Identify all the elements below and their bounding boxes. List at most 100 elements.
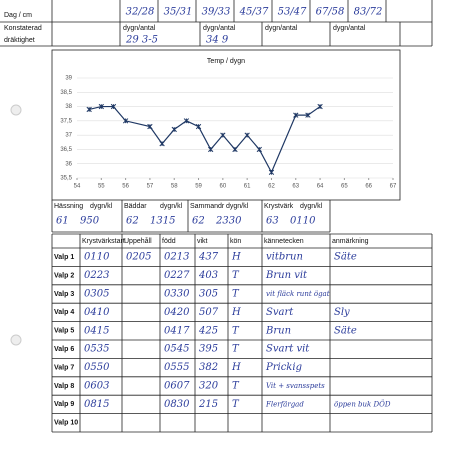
cell-value: T — [232, 399, 240, 410]
cell-value: öppen buk DÖD — [334, 399, 391, 408]
temp-marker — [110, 103, 117, 110]
temp-marker — [171, 126, 177, 133]
cell-value: 0815 — [84, 399, 109, 410]
y-tick-label: 38 — [65, 104, 72, 110]
y-tick-label: 35,5 — [60, 176, 72, 182]
cell-value: 0555 — [164, 362, 189, 373]
temp-marker — [305, 112, 311, 118]
cell-value: Brun vit — [265, 270, 308, 281]
cell-value: 0305 — [84, 289, 109, 300]
y-tick-label: 37,5 — [60, 118, 72, 124]
temp-marker — [159, 141, 165, 147]
event-time: 2330 — [215, 216, 242, 227]
row-label: Valp 6 — [54, 346, 74, 353]
chart-title: Temp / dygn — [207, 58, 245, 65]
column-header: anmärkning — [332, 238, 369, 245]
event-label: Krystvärk — [264, 203, 294, 210]
x-tick-label: 60 — [220, 184, 227, 190]
cell-value: T — [232, 270, 240, 281]
measurement: 67/58 — [316, 7, 345, 18]
row-label: Dag / cm — [4, 12, 32, 19]
x-tick-label: 64 — [317, 184, 324, 190]
measurement: 39/33 — [202, 7, 231, 18]
row-label: Valp 10 — [54, 420, 78, 427]
cell-value: 215 — [198, 399, 218, 410]
cell-value: 0417 — [164, 325, 190, 336]
cell-value: vit fläck runt ögat — [266, 290, 330, 298]
measurement: 53/47 — [278, 7, 307, 18]
cell-value: 0830 — [164, 399, 190, 410]
cell-value: Vit + svansspets — [266, 382, 325, 390]
temp-marker — [268, 169, 275, 175]
cell-value: 382 — [199, 362, 218, 373]
cell-label: dygn/antal — [123, 25, 156, 32]
measurement: 32/28 — [126, 7, 155, 18]
cell-value: 425 — [198, 325, 218, 336]
event-time: 1315 — [150, 216, 175, 227]
row-label: Valp 8 — [54, 383, 74, 390]
x-tick-label: 63 — [292, 184, 299, 190]
temp-marker — [220, 132, 226, 138]
temp-marker — [183, 118, 190, 124]
chart-frame — [51, 49, 401, 201]
cell-value: 0205 — [126, 252, 151, 263]
cell-label: dygn/antal — [265, 25, 298, 32]
cell-value: Sly — [334, 307, 350, 318]
event-unit: dygn/kl — [300, 203, 323, 210]
x-tick-label: 54 — [74, 184, 81, 190]
cell-value: 0110 — [84, 252, 110, 263]
y-tick-label: 39 — [65, 76, 72, 82]
event-day: 62 — [192, 216, 205, 227]
row-label: Konstaterad — [4, 25, 42, 32]
y-tick-label: 36,5 — [60, 147, 72, 153]
x-tick-label: 61 — [244, 184, 251, 190]
temp-marker — [256, 146, 262, 153]
column-header: Krystvärkstart — [82, 238, 125, 245]
event-label: Bäddar — [124, 203, 147, 210]
temp-marker — [195, 123, 202, 130]
x-tick-label: 65 — [341, 184, 348, 190]
cell-value: T — [232, 325, 240, 336]
cell-value: Prickig — [265, 362, 302, 373]
event-unit: dygn/kl — [160, 203, 183, 210]
cell-value: 305 — [199, 289, 218, 300]
cell-value: H — [231, 362, 241, 373]
cell-value: Säte — [334, 325, 357, 336]
cell-value: 0550 — [84, 362, 110, 373]
temp-marker — [147, 123, 153, 130]
row-label: Valp 4 — [54, 309, 74, 316]
cell-value: 320 — [199, 381, 219, 392]
x-tick-label: 67 — [390, 184, 397, 190]
cell-value: 507 — [199, 307, 219, 318]
cell-value: 0535 — [84, 344, 109, 355]
event-label: Sammandr — [190, 203, 225, 210]
row-label: Valp 7 — [54, 364, 74, 371]
row-label: dräktighet — [4, 37, 35, 44]
event-time: 950 — [80, 216, 100, 227]
cell-value: 0420 — [164, 307, 190, 318]
row-label: Valp 1 — [54, 254, 74, 261]
measurement: 45/37 — [239, 7, 269, 18]
y-tick-label: 38,5 — [60, 90, 72, 96]
x-tick-label: 56 — [122, 184, 129, 190]
cell-value: 395 — [199, 344, 218, 355]
cell-value: Svart — [266, 307, 294, 318]
cell-value: Svart vit — [266, 344, 310, 355]
row-label: Valp 2 — [54, 272, 74, 279]
cell-value: 34 9 — [206, 35, 229, 46]
cell-value: 0410 — [84, 307, 110, 318]
punch-hole — [10, 104, 22, 116]
x-tick-label: 66 — [365, 184, 372, 190]
cell-value: Säte — [334, 252, 357, 263]
cell-value: H — [231, 307, 241, 318]
cell-value: vitbrun — [266, 252, 303, 263]
cell-label: dygn/antal — [333, 25, 366, 32]
temp-marker — [293, 112, 299, 118]
event-day: 62 — [126, 216, 139, 227]
row-label: Valp 3 — [54, 291, 74, 298]
cell-value: 0415 — [84, 325, 109, 336]
column-header: vikt — [197, 238, 208, 245]
cell-value: 0227 — [164, 270, 190, 281]
temp-marker — [244, 132, 250, 138]
